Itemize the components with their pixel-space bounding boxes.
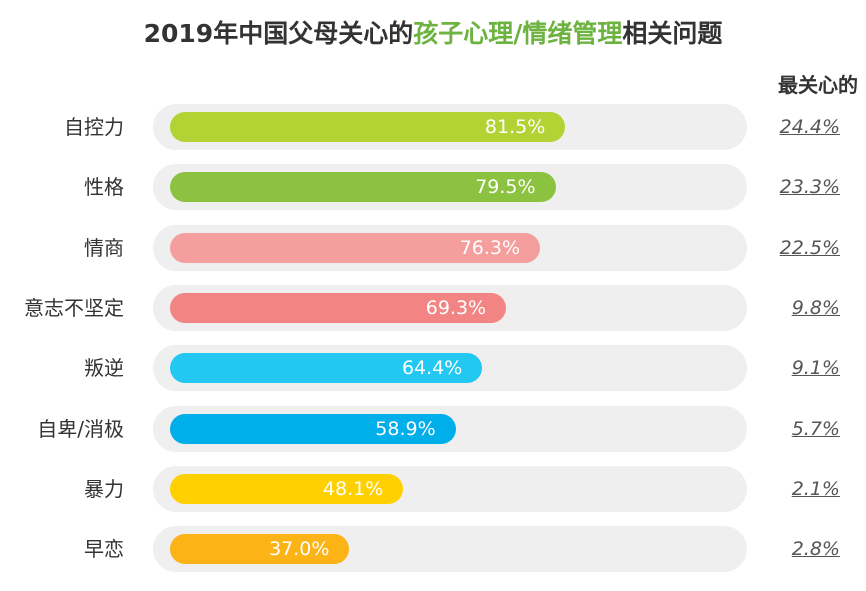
most-concerned-value: 9.8% <box>791 296 840 319</box>
most-concerned-header: 最关心的 <box>778 73 858 97</box>
most-concerned-value: 2.8% <box>791 538 840 561</box>
chart-row: 暴力 48.1% 2.1% <box>0 465 866 512</box>
bar-value-label: 48.1% <box>322 477 384 500</box>
bar <box>170 232 541 263</box>
bar-value-label: 58.9% <box>375 417 436 440</box>
category-label: 情商 <box>84 235 124 260</box>
most-concerned-value: 5.7% <box>791 417 840 440</box>
most-concerned-value: 22.5% <box>779 236 840 259</box>
chart-row: 早恋 37.0% 2.8% <box>0 526 866 573</box>
category-label: 自卑/消极 <box>37 416 124 441</box>
bar-value-label: 79.5% <box>475 176 536 199</box>
bar-value-label: 76.3% <box>459 236 521 259</box>
chart-row: 性格 79.5% 23.3% <box>0 164 866 211</box>
title-part2: 相关问题 <box>622 19 723 48</box>
bar <box>170 112 566 142</box>
bar <box>170 413 456 444</box>
category-label: 早恋 <box>84 537 124 562</box>
most-concerned-value: 23.3% <box>779 176 840 199</box>
chart-row: 自控力 81.5% 24.4% <box>0 104 866 150</box>
chart-row: 情商 76.3% 22.5% <box>0 224 866 271</box>
bar-value-label: 81.5% <box>484 116 546 138</box>
chart-row: 叛逆 64.4% 9.1% <box>0 345 866 392</box>
category-label: 性格 <box>84 175 124 200</box>
chart-row: 自卑/消极 58.9% 5.7% <box>0 405 866 452</box>
title-part1: 2019年中国父母关心的 <box>143 19 414 48</box>
category-label: 叛逆 <box>84 356 124 381</box>
bar <box>170 172 556 203</box>
bar <box>170 473 404 504</box>
bar <box>170 534 350 565</box>
category-label: 意志不坚定 <box>24 295 124 320</box>
chart-row: 意志不坚定 69.3% 9.8% <box>0 284 866 331</box>
bar <box>170 353 483 384</box>
bar <box>170 292 507 323</box>
most-concerned-value: 9.1% <box>791 357 840 380</box>
bar-value-label: 37.0% <box>269 538 330 561</box>
most-concerned-value: 2.1% <box>791 477 840 500</box>
most-concerned-value: 24.4% <box>779 116 840 138</box>
category-label: 自控力 <box>64 115 124 139</box>
category-label: 暴力 <box>84 476 124 501</box>
title-highlight: 孩子心理/情绪管理 <box>413 19 623 48</box>
bar-value-label: 64.4% <box>401 357 463 380</box>
bar-value-label: 69.3% <box>425 296 487 319</box>
chart-title: 2019年中国父母关心的孩子心理/情绪管理相关问题 <box>0 14 866 50</box>
